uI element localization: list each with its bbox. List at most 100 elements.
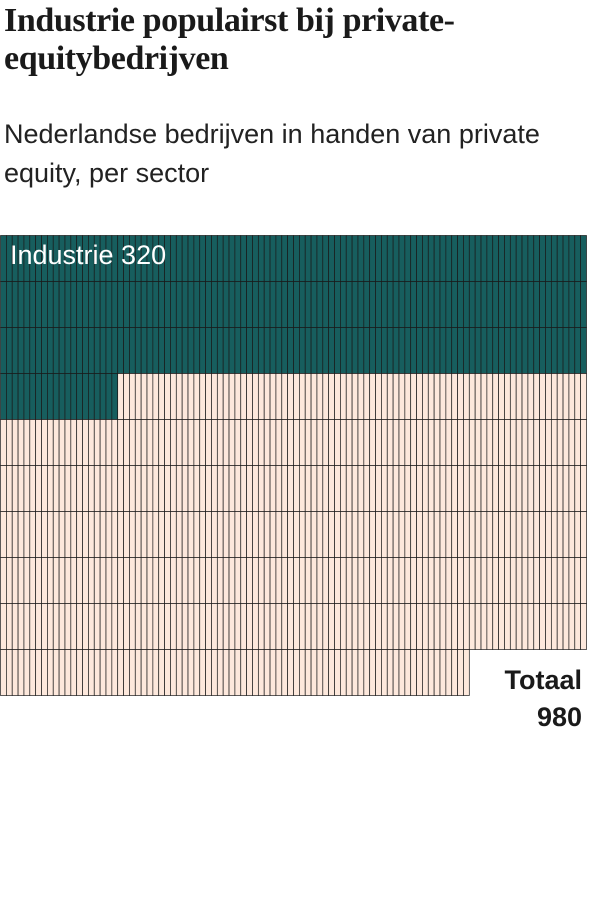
other-cell [492,419,499,466]
other-cell [316,465,324,512]
other-cell [211,649,218,696]
other-cell [88,465,95,512]
other-cell [539,603,546,650]
industrie-cell [158,281,165,328]
other-cell [275,465,283,512]
other-cell [545,557,552,604]
other-cell [252,465,259,512]
other-cell [545,603,552,650]
other-cell [35,557,42,604]
other-cell [468,511,476,558]
other-cell [556,557,564,604]
industrie-cell [117,327,124,374]
other-cell [146,603,154,650]
industrie-cell [76,327,83,374]
industrie-cell [498,327,505,374]
industrie-cell [381,327,388,374]
industrie-cell [170,327,177,374]
other-cell [47,419,54,466]
industrie-cell [351,281,359,328]
other-cell [340,649,347,696]
other-cell [299,465,306,512]
other-cell [88,511,95,558]
industrie-cell [539,327,546,374]
other-cell [152,465,160,512]
industrie-cell [521,327,529,374]
other-cell [117,511,124,558]
other-cell [468,419,476,466]
industrie-cell [474,235,482,282]
other-cell [246,603,253,650]
other-cell [228,603,236,650]
industrie-cell [562,281,570,328]
industrie-cell [111,281,119,328]
other-cell [117,603,124,650]
other-cell [134,465,142,512]
other-cell [410,419,417,466]
other-cell [158,511,165,558]
industrie-cell [427,281,435,328]
industrie-cell [228,235,236,282]
other-cell [445,419,453,466]
industrie-cell [445,281,453,328]
industrie-cell [480,235,488,282]
other-cell [105,419,113,466]
industrie-cell [433,281,441,328]
other-cell [187,511,195,558]
industrie-cell [328,327,335,374]
industrie-cell [240,327,247,374]
other-cell [486,511,494,558]
other-cell [375,603,382,650]
other-cell [381,465,388,512]
industrie-cell [222,235,230,282]
other-cell [363,419,371,466]
industrie-cell [451,281,458,328]
other-cell [299,419,306,466]
other-cell [76,557,83,604]
industrie-cell [170,235,177,282]
other-cell [439,511,447,558]
other-cell [545,373,552,420]
other-cell [521,511,529,558]
other-cell [340,557,347,604]
other-cell [252,511,259,558]
industrie-cell [509,327,517,374]
industrie-cell [99,327,107,374]
other-cell [427,373,435,420]
other-cell [41,465,48,512]
other-cell [357,557,365,604]
other-cell [140,465,148,512]
other-cell [175,373,183,420]
industrie-cell [574,235,581,282]
other-cell [445,603,453,650]
industrie-cell [410,235,417,282]
industrie-cell [211,235,218,282]
industrie-cell [322,327,330,374]
other-cell [0,465,7,512]
other-cell [175,557,183,604]
industrie-cell [17,327,25,374]
other-cell [117,419,124,466]
other-cell [252,603,259,650]
industrie-cell [375,281,382,328]
other-cell [293,557,300,604]
other-cell [545,465,552,512]
other-cell [304,649,312,696]
other-cell [328,465,335,512]
industrie-cell [310,235,318,282]
other-cell [322,511,330,558]
other-cell [146,419,154,466]
other-cell [386,373,394,420]
industrie-cell [64,281,72,328]
other-cell [562,557,570,604]
industrie-cell [193,235,201,282]
other-cell [299,603,306,650]
industrie-cell [457,327,464,374]
other-cell [322,557,330,604]
industrie-cell [468,327,476,374]
other-cell [451,419,458,466]
other-cell [134,419,142,466]
other-cell [445,557,453,604]
other-cell [480,373,488,420]
industrie-cell [146,327,154,374]
